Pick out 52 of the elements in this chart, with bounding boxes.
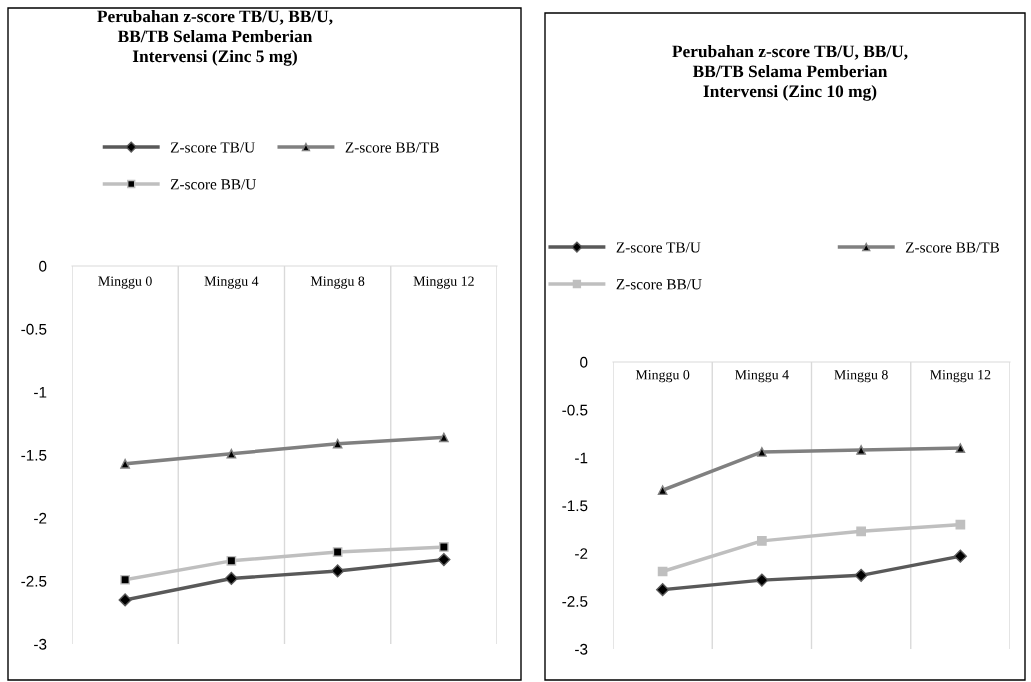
x-tick-label: Minggu 4	[204, 276, 259, 289]
y-tick-label: -3	[575, 643, 588, 655]
point	[854, 568, 868, 582]
x-tick-label: Minggu 8	[310, 276, 365, 289]
y-tick-label: 0	[39, 260, 47, 272]
y-tick-label: -0.5	[562, 404, 588, 416]
point	[120, 458, 130, 469]
y-tick-label: -2.5	[21, 575, 47, 587]
point	[437, 552, 451, 567]
point	[120, 574, 130, 585]
y-tick-label: -0.5	[21, 323, 47, 335]
y-tick-label: -2	[575, 548, 588, 559]
point	[656, 583, 670, 597]
y-tick-label: -3	[34, 638, 47, 650]
y-tick-label: -2	[34, 512, 47, 524]
y-tick-label: 0	[580, 356, 588, 368]
x-tick-label: Minggu 0	[98, 276, 152, 289]
point	[755, 573, 769, 587]
legend-label: Z-score BB/U	[616, 279, 702, 290]
x-tick-label: Minggu 12	[413, 276, 474, 289]
legend-label: Z-score TB/U	[616, 242, 701, 253]
legend-label: Z-score BB/TB	[905, 242, 1000, 253]
point	[439, 432, 449, 443]
point	[226, 448, 237, 459]
point	[657, 485, 668, 496]
legend-label: Z-score TB/U	[170, 142, 255, 153]
x-tick-label: Minggu 8	[834, 370, 888, 383]
point	[757, 447, 767, 457]
y-tick-label: -1	[34, 387, 47, 398]
chart-title: Perubahan z-score TB/U, BB/U, BB/TB Selama Pemberian Intervensi (Zinc 5 mg)	[97, 10, 333, 66]
point	[331, 564, 345, 578]
point	[226, 555, 237, 566]
legend-label: Z-score BB/U	[170, 179, 256, 190]
y-tick-label: -1.5	[21, 450, 47, 461]
x-tick-label: Minggu 12	[930, 370, 991, 383]
point	[118, 593, 132, 607]
point	[224, 571, 238, 586]
chart-title: Perubahan z-score TB/U, BB/U, BB/TB Selama Pemberian Intervensi (Zinc 10 mg)	[672, 45, 908, 101]
point	[955, 443, 966, 453]
point	[332, 547, 343, 557]
x-tick-label: Minggu 4	[735, 370, 789, 383]
legend-label: Z-score BB/TB	[345, 142, 439, 153]
point	[953, 549, 967, 563]
point	[332, 438, 343, 449]
point	[856, 526, 866, 537]
y-tick-label: -1	[575, 452, 588, 464]
point	[856, 445, 866, 455]
y-tick-label: -1.5	[562, 500, 588, 512]
x-tick-label: Minggu 0	[635, 370, 690, 383]
y-tick-label: -2.5	[562, 596, 588, 607]
point	[439, 542, 449, 552]
point	[757, 536, 767, 546]
